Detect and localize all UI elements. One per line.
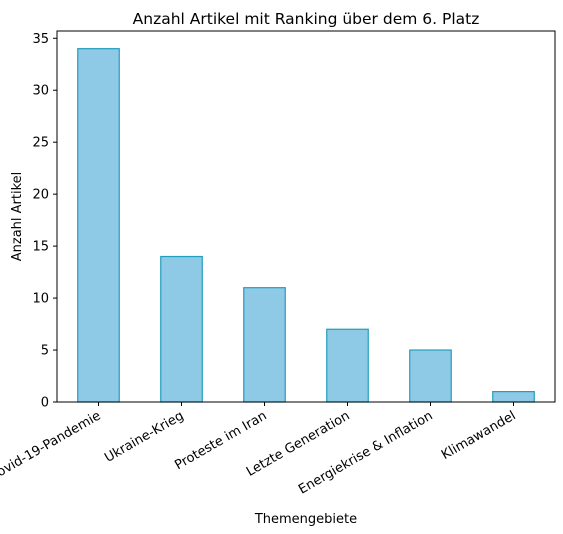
y-tick-label-5: 20 (32, 188, 49, 203)
chart-title: Anzahl Artikel mit Ranking über dem 6. P… (133, 10, 480, 28)
y-tick-label-3: 10 (32, 292, 49, 307)
y-tick-label-1: 0 (41, 396, 49, 411)
bar-2 (160, 255, 203, 403)
bar-4 (326, 328, 369, 403)
bar-5 (409, 349, 452, 403)
y-axis-label: Anzahl Artikel (10, 172, 25, 262)
x-tick-label-6: Klimawandel (439, 408, 518, 463)
bars (77, 48, 535, 403)
y-tick-label-6: 25 (32, 136, 49, 151)
y-tick-label-7: 30 (32, 84, 49, 99)
plot-frame (56, 30, 556, 403)
y-tick-label-4: 15 (32, 240, 49, 255)
bar-3 (243, 287, 286, 403)
x-axis-label: Themengebiete (254, 512, 357, 527)
bar-6 (492, 391, 535, 403)
x-tick-label-2: Ukraine-Krieg (102, 408, 186, 465)
y-axis: 0 5 10 15 20 25 30 35 (32, 32, 57, 411)
y-tick-label-2: 5 (41, 344, 49, 359)
bar-1 (77, 48, 120, 403)
y-tick-label-8: 35 (32, 32, 49, 47)
x-tick-label-5: Energiekrise & Inflation (296, 408, 435, 497)
x-tick-label-1: Covid-19-Pandemie (0, 408, 104, 484)
